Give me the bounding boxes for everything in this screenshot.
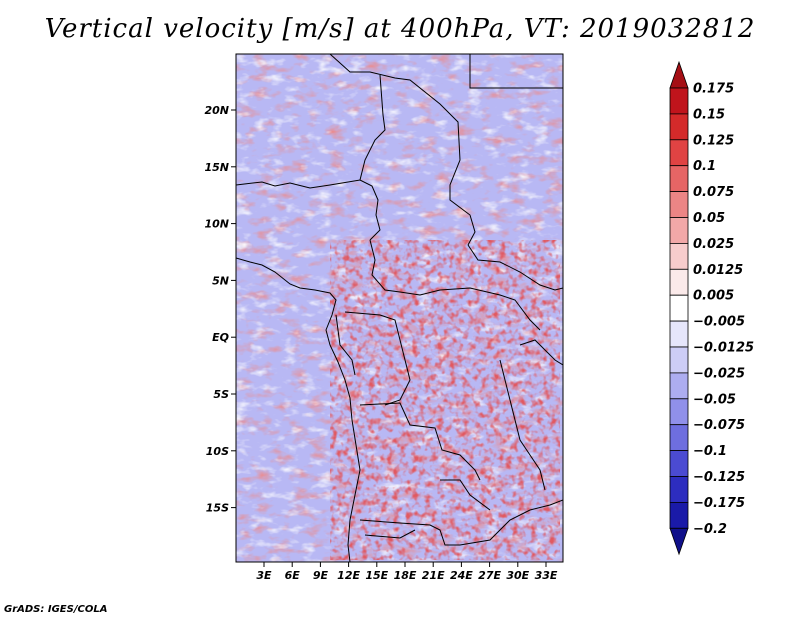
colorbar-label: −0.05	[693, 392, 736, 407]
colorbar-label: 0.005	[693, 289, 734, 304]
colorbar-label: 0.05	[693, 211, 725, 226]
colorbar-segment	[669, 372, 689, 400]
colorbar-segment	[669, 527, 689, 556]
border-central-3	[335, 314, 356, 376]
colorbar-segment	[669, 398, 689, 426]
border-lakes	[499, 359, 546, 491]
latitude-axis: 20N 15N 10N 5N EQ 5S 10S 15S	[204, 104, 236, 515]
border-east-2	[467, 244, 563, 291]
colorbar-segment	[669, 60, 689, 89]
colorbar-segment	[669, 450, 689, 477]
border-south-1	[359, 499, 563, 546]
colorbar-segment	[669, 320, 689, 348]
map-plot-area	[236, 54, 563, 562]
map-frame	[235, 53, 564, 563]
colorbar-label: −0.0125	[693, 341, 754, 356]
lon-tick-label: 27E	[478, 569, 501, 582]
lat-tick-label: 10N	[204, 218, 229, 231]
longitude-axis: 3E 6E 9E 12E 15E 18E 21E 24E 27E 30E 33E	[256, 562, 558, 582]
border-east-1	[469, 54, 563, 89]
colorbar-segment	[669, 165, 689, 192]
lat-tick-label: 20N	[204, 104, 229, 117]
border-south-3	[364, 529, 416, 539]
lon-tick-label: 24E	[450, 569, 473, 582]
lon-tick-label: 15E	[365, 569, 388, 582]
lat-tick-label: 10S	[206, 445, 229, 458]
colorbar-segment	[669, 217, 689, 244]
colorbar-segment	[669, 424, 689, 452]
lat-tick-label: 5N	[212, 274, 229, 287]
lon-tick-label: 18E	[394, 569, 417, 582]
lat-tick-label: 5S	[213, 388, 229, 401]
lon-tick-label: 30E	[506, 569, 529, 582]
lon-tick-label: 3E	[256, 569, 272, 582]
colorbar-segment	[669, 346, 689, 374]
colorbar-label: 0.15	[693, 107, 725, 122]
colorbar-segment	[669, 242, 689, 270]
colorbar-segment	[669, 294, 689, 322]
colorbar-label: −0.125	[693, 470, 745, 485]
lon-tick-label: 33E	[535, 569, 558, 582]
border-east-lake	[519, 339, 563, 366]
colorbar-label: −0.1	[693, 444, 727, 459]
chart-title: Vertical velocity [m/s] at 400hPa, VT: 2…	[44, 14, 756, 44]
colorbar-label: −0.175	[693, 496, 745, 511]
colorbar-label: 0.075	[693, 185, 734, 200]
footer-credit: GrADS: IGES/COLA	[4, 604, 108, 615]
colorbar-label: −0.075	[693, 418, 745, 433]
map-boundaries	[236, 54, 563, 562]
lat-tick-label: 15N	[204, 161, 229, 174]
colorbar-label: 0.125	[693, 133, 734, 148]
colorbar: 0.175 0.15 0.125 0.1 0.075 0.05 0.025 0.0125 0.0…	[669, 60, 754, 556]
colorbar-label: −0.2	[693, 522, 727, 537]
colorbar-segment	[669, 139, 689, 167]
colorbar-label: 0.175	[693, 82, 734, 97]
lat-tick-label: 15S	[206, 502, 229, 515]
coastline-west-africa	[236, 257, 361, 562]
colorbar-segment	[669, 191, 689, 218]
map-convective-region	[330, 240, 560, 560]
colorbar-segment	[669, 501, 689, 529]
border-central-2	[344, 311, 411, 406]
colorbar-segment	[669, 476, 689, 503]
colorbar-label: 0.0125	[693, 263, 743, 278]
colorbar-label: −0.025	[693, 366, 745, 381]
border-north-1	[329, 54, 476, 246]
colorbar-segment	[669, 87, 689, 115]
border-central-1	[369, 239, 541, 331]
colorbar-segment	[669, 113, 689, 141]
colorbar-label: 0.1	[693, 159, 716, 174]
lon-tick-label: 12E	[337, 569, 360, 582]
lat-tick-label: EQ	[212, 331, 229, 344]
border-congo-south	[359, 402, 481, 481]
lon-tick-label: 21E	[422, 569, 445, 582]
colorbar-segment	[669, 268, 689, 296]
border-north-2	[359, 74, 386, 181]
colorbar-label: −0.005	[693, 315, 745, 330]
border-sahel-line	[236, 179, 381, 241]
border-south-2	[440, 479, 491, 511]
lon-tick-label: 6E	[285, 569, 301, 582]
colorbar-label: 0.025	[693, 237, 734, 252]
lon-tick-label: 9E	[313, 569, 329, 582]
